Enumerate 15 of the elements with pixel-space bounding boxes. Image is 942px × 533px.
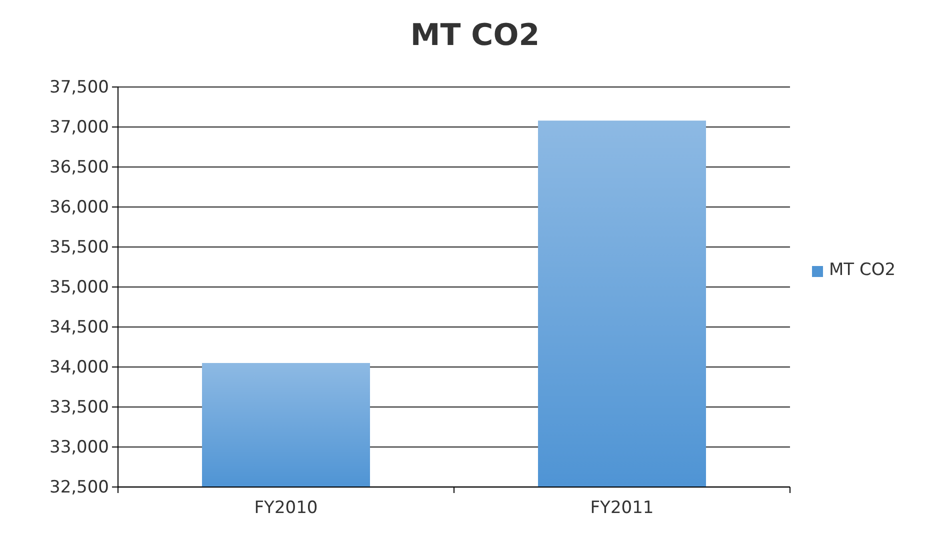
y-tick-label: 35,500 xyxy=(50,237,109,258)
y-tick-label: 34,000 xyxy=(50,357,109,378)
y-tick-label: 37,500 xyxy=(50,77,109,98)
y-tick-label: 37,000 xyxy=(50,117,109,138)
y-tick-label: 35,000 xyxy=(50,277,109,298)
y-tick-label: 32,500 xyxy=(50,477,109,498)
y-tick-label: 36,500 xyxy=(50,157,109,178)
x-tick-label: FY2011 xyxy=(590,498,654,518)
y-tick-label: 36,000 xyxy=(50,197,109,218)
y-tick-label: 33,500 xyxy=(50,397,109,418)
legend-label: MT CO2 xyxy=(829,260,896,280)
chart-title: MT CO2 xyxy=(410,18,540,53)
x-tick-label: FY2010 xyxy=(254,498,318,518)
y-tick-label: 33,000 xyxy=(50,437,109,458)
y-tick-label: 34,500 xyxy=(50,317,109,338)
